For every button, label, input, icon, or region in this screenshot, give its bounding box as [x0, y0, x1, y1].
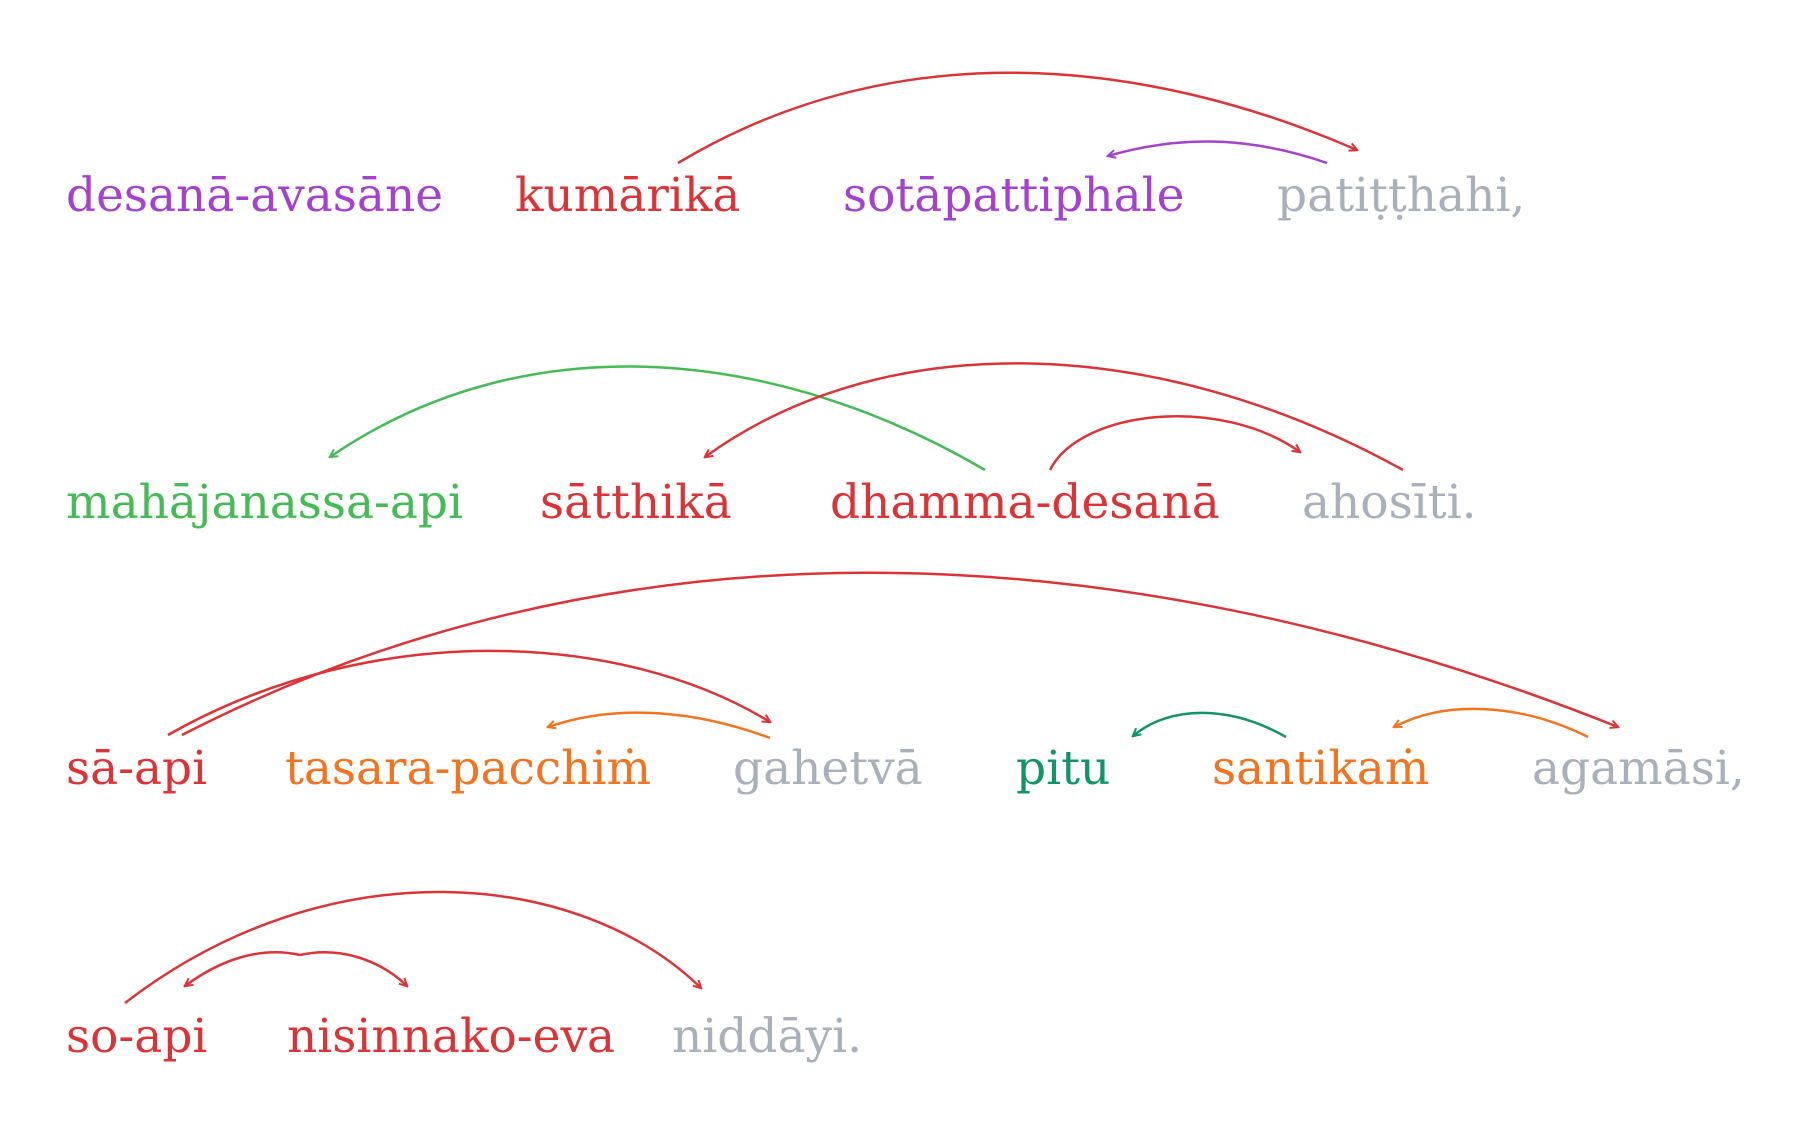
word-mahajanassa-api: mahājanassa-api — [66, 475, 464, 530]
word-pitu: pitu — [1016, 741, 1111, 796]
word-agamasi: agamāsi, — [1532, 741, 1745, 796]
arc-dhamma-desana-to-mahajanassa-api — [330, 365, 986, 472]
arc-nisinnako-eva-to-so-api — [185, 951, 301, 986]
arc-kumarika-to-patitthahi — [677, 71, 1357, 165]
word-sa-api: sā-api — [66, 741, 208, 796]
word-dhamma-desana: dhamma-desanā — [830, 475, 1220, 530]
word-santikam: santikaṁ — [1212, 741, 1430, 796]
word-niddayi: niddāyi. — [672, 1009, 863, 1064]
arc-so-api-to-niddayi — [124, 890, 701, 1004]
arc-santikam-to-pitu — [1133, 711, 1287, 739]
word-satthika: sātthikā — [540, 475, 732, 530]
word-nisinnako-eva: nisinnako-eva — [287, 1009, 616, 1064]
arc-sa-api-to-agamasi — [181, 571, 1618, 737]
arc-so-api-to-nisinnako-eva — [299, 951, 407, 986]
arc-sa-api-to-gahetva — [167, 649, 770, 737]
word-so-api: so-api — [66, 1009, 208, 1064]
word-sotapattiphale: sotāpattiphale — [843, 168, 1185, 223]
arc-patitthahi-to-sotapattiphale — [1108, 140, 1328, 165]
arc-agamasi-to-santikam — [1394, 707, 1589, 739]
word-desana-avasane: desanā-avasāne — [66, 168, 444, 223]
arc-gahetva-to-tasara-pacchim — [548, 711, 771, 740]
word-tasara-pacchim: tasara-pacchiṁ — [285, 741, 652, 796]
word-gahetva: gahetvā — [733, 741, 923, 796]
word-patitthahi: patiṭṭhahi, — [1277, 168, 1526, 223]
word-kumarika: kumārikā — [515, 168, 741, 223]
arc-dhamma-desana-to-ahositi — [1048, 415, 1300, 471]
word-ahositi: ahosīti. — [1302, 475, 1477, 530]
arc-ahositi-to-satthika — [705, 362, 1404, 472]
